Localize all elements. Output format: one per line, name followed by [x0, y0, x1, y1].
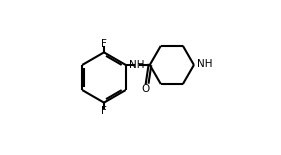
Text: F: F: [101, 106, 107, 116]
Text: NH: NH: [129, 60, 145, 70]
Text: NH: NH: [197, 59, 212, 69]
Text: O: O: [141, 84, 149, 94]
Text: F: F: [101, 39, 107, 49]
